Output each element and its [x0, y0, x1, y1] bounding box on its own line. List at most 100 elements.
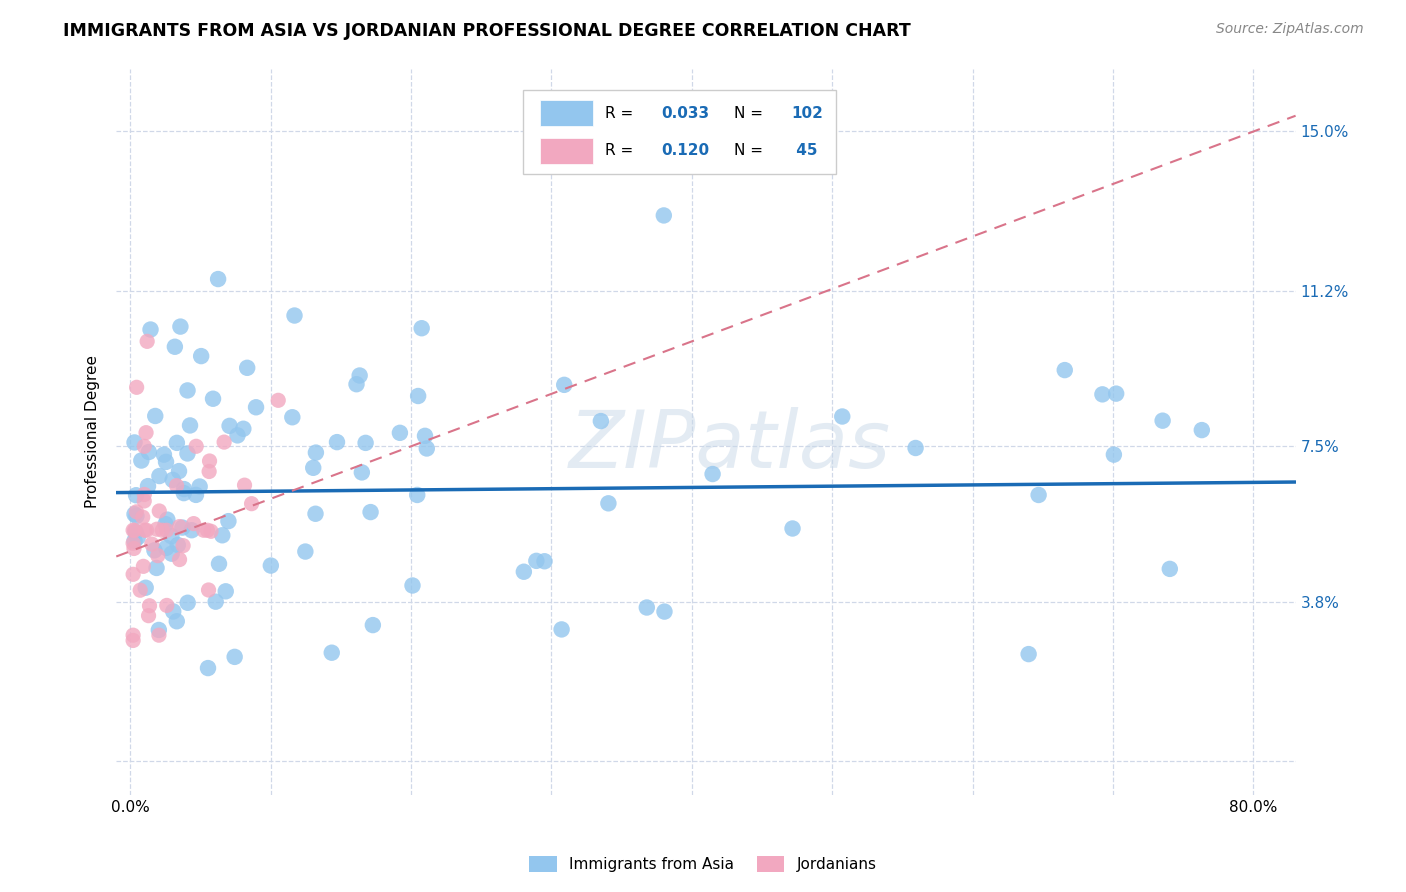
Point: [134, 439, 156, 453]
Bar: [540, 101, 593, 126]
Point: [226, 428, 249, 442]
Point: [302, 460, 325, 475]
Text: N =: N =: [734, 144, 768, 159]
Point: [173, 482, 195, 496]
Point: [146, 522, 169, 536]
Point: [550, 623, 572, 637]
Point: [134, 494, 156, 508]
Text: ZIPatlas: ZIPatlas: [568, 407, 890, 485]
Point: [349, 368, 371, 383]
Point: [169, 319, 191, 334]
Point: [138, 599, 160, 613]
Point: [197, 661, 219, 675]
Point: [782, 521, 804, 535]
Point: [702, 467, 724, 481]
Point: [156, 599, 179, 613]
Point: [156, 513, 179, 527]
Point: [267, 393, 290, 408]
Point: [132, 510, 155, 524]
Point: [132, 559, 155, 574]
Point: [184, 488, 207, 502]
Point: [406, 488, 429, 502]
Point: [169, 552, 191, 566]
Point: [139, 322, 162, 336]
Point: [143, 409, 166, 423]
Point: [401, 578, 423, 592]
Point: [1091, 387, 1114, 401]
Point: [1159, 562, 1181, 576]
Point: [654, 605, 676, 619]
Point: [166, 614, 188, 628]
Point: [155, 523, 177, 537]
Point: [135, 425, 157, 440]
Point: [304, 507, 326, 521]
Point: [831, 409, 853, 424]
Point: [122, 541, 145, 556]
Point: [135, 523, 157, 537]
Point: [162, 473, 184, 487]
Point: [173, 486, 195, 500]
Point: [136, 334, 159, 349]
Point: [143, 543, 166, 558]
Text: R =: R =: [605, 144, 638, 159]
Point: [125, 505, 148, 519]
Point: [524, 554, 547, 568]
Point: [207, 272, 229, 286]
Point: [122, 523, 145, 537]
Point: [321, 646, 343, 660]
Point: [134, 487, 156, 501]
Point: [183, 516, 205, 531]
Point: [167, 464, 190, 478]
Legend: Immigrants from Asia, Jordanians: Immigrants from Asia, Jordanians: [522, 848, 884, 880]
Point: [197, 582, 219, 597]
Point: [172, 539, 194, 553]
Point: [652, 209, 675, 223]
Point: [145, 561, 167, 575]
Point: [350, 466, 373, 480]
Point: [166, 538, 188, 552]
Text: IMMIGRANTS FROM ASIA VS JORDANIAN PROFESSIONAL DEGREE CORRELATION CHART: IMMIGRANTS FROM ASIA VS JORDANIAN PROFES…: [63, 22, 911, 40]
Point: [141, 537, 163, 551]
Point: [413, 429, 436, 443]
Point: [553, 377, 575, 392]
Point: [1152, 414, 1174, 428]
Point: [193, 523, 215, 537]
Point: [224, 649, 246, 664]
Point: [169, 519, 191, 533]
Point: [125, 508, 148, 523]
Point: [131, 453, 153, 467]
Point: [513, 565, 536, 579]
Bar: [540, 138, 593, 163]
Point: [1105, 386, 1128, 401]
Point: [636, 600, 658, 615]
Point: [354, 436, 377, 450]
Point: [122, 536, 145, 550]
Point: [215, 584, 238, 599]
Point: [163, 340, 186, 354]
Point: [190, 349, 212, 363]
Point: [212, 435, 235, 450]
Point: [416, 442, 439, 456]
Point: [260, 558, 283, 573]
Point: [360, 505, 382, 519]
Point: [138, 608, 160, 623]
Point: [208, 557, 231, 571]
Point: [1191, 423, 1213, 437]
Point: [122, 628, 145, 642]
Point: [533, 554, 555, 568]
Text: 0.120: 0.120: [661, 144, 709, 159]
Point: [127, 530, 149, 544]
Point: [176, 596, 198, 610]
Point: [166, 435, 188, 450]
Point: [148, 469, 170, 483]
Point: [188, 479, 211, 493]
Point: [204, 595, 226, 609]
Point: [125, 380, 148, 394]
Point: [1018, 647, 1040, 661]
Point: [138, 445, 160, 459]
Point: [281, 410, 304, 425]
Point: [150, 523, 173, 537]
Point: [129, 583, 152, 598]
FancyBboxPatch shape: [523, 90, 835, 174]
Text: R =: R =: [605, 105, 638, 120]
